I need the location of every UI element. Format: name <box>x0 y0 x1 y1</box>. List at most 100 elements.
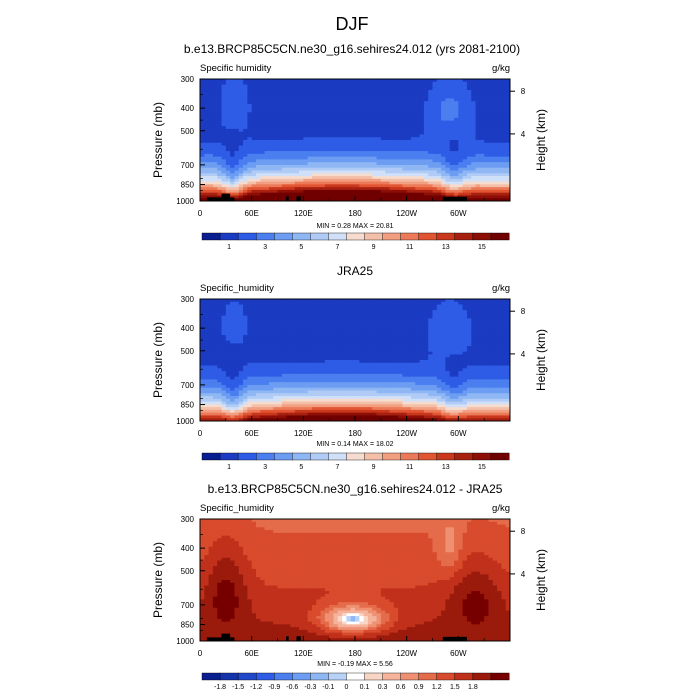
heatmap-cell <box>475 142 481 147</box>
heatmap-cell <box>479 134 485 138</box>
heatmap-cell <box>200 318 205 322</box>
heatmap-cell <box>320 340 326 344</box>
heatmap-cell <box>454 346 459 350</box>
heatmap-cell <box>316 173 322 177</box>
heatmap-cell <box>294 360 300 364</box>
heatmap-cell <box>342 318 347 322</box>
heatmap-cell <box>200 323 205 328</box>
heatmap-cell <box>251 90 257 94</box>
heatmap-cell <box>406 299 412 303</box>
heatmap-cell <box>273 109 279 113</box>
heatmap-cell <box>410 310 416 314</box>
heatmap-cell <box>333 304 339 308</box>
heatmap-cell <box>398 92 403 97</box>
heatmap-cell <box>393 184 399 188</box>
heatmap-cell <box>204 117 210 122</box>
panel-1: b.e13.BRCP85C5CN.ne30_g16.sehires24.012 … <box>151 42 548 251</box>
heatmap-cell <box>311 198 317 201</box>
heatmap-cell <box>273 126 279 130</box>
heatmap-cell <box>454 357 459 361</box>
heatmap-cell <box>380 156 386 161</box>
heatmap-cell <box>238 142 244 147</box>
heatmap-cell <box>264 95 270 100</box>
heatmap-cell <box>415 181 421 185</box>
heatmap-cell <box>367 357 373 361</box>
heatmap-cell <box>286 162 292 166</box>
heatmap-cell <box>243 184 248 188</box>
heatmap-cell <box>466 181 472 185</box>
heatmap-cell <box>264 84 270 88</box>
heatmap-cell <box>432 156 438 161</box>
heatmap-cell <box>247 162 253 166</box>
heatmap-cell <box>294 123 300 127</box>
heatmap-cell <box>372 332 378 336</box>
heatmap-cell <box>423 164 429 169</box>
heatmap-cell <box>208 357 214 361</box>
heatmap-cell <box>212 137 218 141</box>
heatmap-cell <box>212 128 218 133</box>
heatmap-cell <box>200 173 205 177</box>
heatmap-cell <box>342 84 347 88</box>
heatmap-cell <box>324 312 330 317</box>
heatmap-cell <box>423 329 429 333</box>
heatmap-cell <box>479 176 485 180</box>
heatmap-cell <box>492 115 498 119</box>
heatmap-cell <box>294 340 300 344</box>
heatmap-cell <box>501 140 507 144</box>
heatmap-cell <box>406 346 412 350</box>
heatmap-cell <box>238 301 244 306</box>
heatmap-cell <box>320 181 326 185</box>
heatmap-cell <box>389 98 395 102</box>
heatmap-cell <box>466 145 472 149</box>
heatmap-cell <box>299 153 304 158</box>
heatmap-cell <box>329 176 335 180</box>
heatmap-cell <box>449 301 455 306</box>
heatmap-cell <box>238 95 244 100</box>
heatmap-cell <box>410 335 416 339</box>
heatmap-cell <box>290 131 296 136</box>
heatmap-cell <box>320 351 326 356</box>
heatmap-cell <box>479 126 485 130</box>
heatmap-cell <box>337 312 343 317</box>
heatmap-cell <box>281 159 287 163</box>
heatmap-cell <box>423 178 429 183</box>
heatmap-cell <box>307 81 313 86</box>
heatmap-cell <box>355 151 360 155</box>
heatmap-cell <box>393 348 399 353</box>
heatmap-cell <box>406 192 412 197</box>
heatmap-cell <box>415 92 421 97</box>
heatmap-cell <box>479 140 485 144</box>
heatmap-cell <box>316 335 322 339</box>
heatmap-cell <box>402 159 408 163</box>
heatmap-cell <box>488 351 494 356</box>
heatmap-cell <box>350 198 356 201</box>
heatmap-cell <box>355 321 360 325</box>
heatmap-cell <box>402 321 408 325</box>
heatmap-cell <box>505 362 510 367</box>
heatmap-cell <box>290 120 296 124</box>
heatmap-cell <box>273 351 279 356</box>
heatmap-cell <box>423 153 429 158</box>
heatmap-cell <box>497 79 502 83</box>
heatmap-cell <box>273 87 279 91</box>
heatmap-cell <box>385 170 391 174</box>
heatmap-cell <box>432 301 438 306</box>
heatmap-cell <box>410 142 416 147</box>
heatmap-cell <box>243 343 248 347</box>
heatmap-cell <box>238 362 244 367</box>
heatmap-cell <box>217 145 223 149</box>
heatmap-cell <box>212 335 218 339</box>
heatmap-cell <box>492 164 498 169</box>
heatmap-cell <box>406 101 412 105</box>
heatmap-cell <box>204 79 210 83</box>
heatmap-cell <box>441 131 447 136</box>
heatmap-cell <box>449 84 455 88</box>
heatmap-cell <box>251 101 257 105</box>
heatmap-cell <box>363 112 369 116</box>
heatmap-cell <box>260 184 266 188</box>
heatmap-cell <box>406 79 412 83</box>
heatmap-cell <box>462 178 468 183</box>
heatmap-cell <box>501 181 507 185</box>
heatmap-cell <box>273 173 279 177</box>
heatmap-cell <box>299 95 304 100</box>
